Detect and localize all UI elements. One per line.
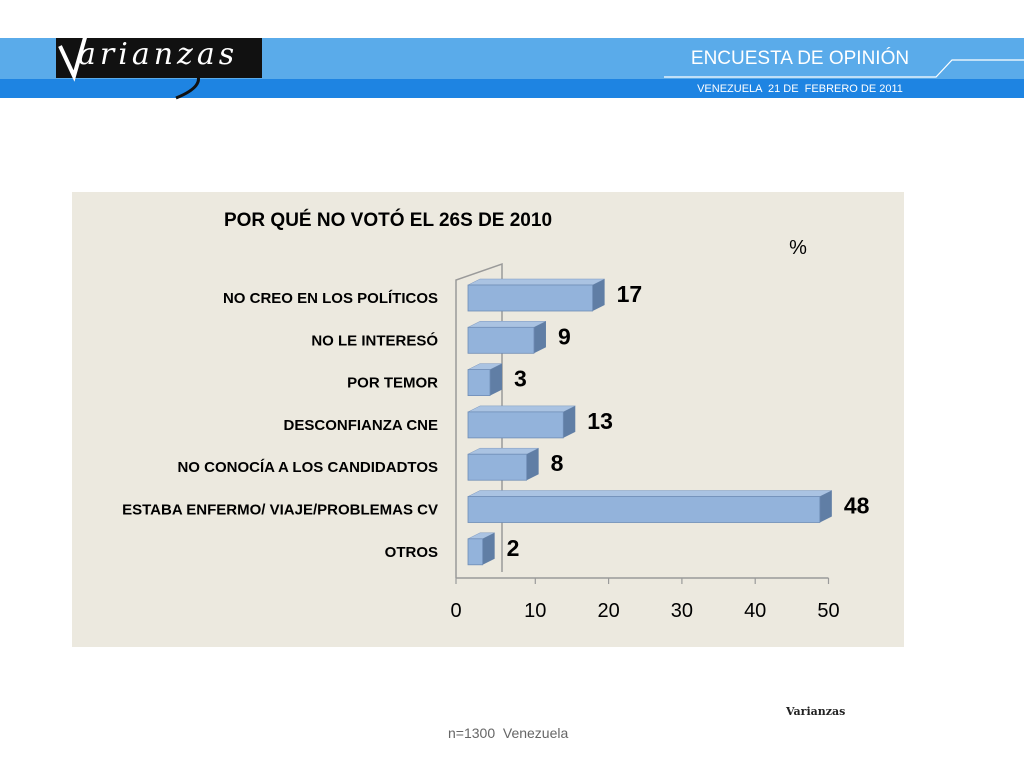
bar-top <box>467 278 605 286</box>
unit-label: % <box>789 237 807 259</box>
category-label: NO LE INTERESÓ <box>311 331 438 349</box>
bar <box>467 284 594 312</box>
bar <box>467 453 528 481</box>
chart-panel: POR QUÉ NO VOTÓ EL 26S DE 2010% 0 10 20 30 40… <box>72 192 904 647</box>
bar-side <box>592 279 605 311</box>
x-tick-label: 40 <box>744 600 766 622</box>
x-tick-label: 0 <box>450 600 461 622</box>
bar <box>467 411 564 439</box>
data-label: 17 <box>617 281 643 307</box>
data-label: 48 <box>844 493 870 519</box>
survey-title: ENCUESTA DE OPINIÓN <box>690 48 910 69</box>
footer-brand: Varianzas <box>786 705 846 718</box>
data-label: 13 <box>587 408 613 434</box>
bar-side <box>526 448 539 481</box>
logo-v-mark-icon <box>58 38 200 100</box>
bar-side <box>489 363 502 396</box>
category-label: ESTABA ENFERMO/ VIAJE/PROBLEMAS CV <box>122 502 438 519</box>
category-label: DESCONFIANZA CNE <box>284 417 438 434</box>
category-label: OTROS <box>385 544 438 561</box>
bar-top <box>467 490 832 497</box>
bar-top <box>467 321 547 328</box>
x-tick-label: 20 <box>597 600 619 622</box>
header-band-bottom <box>0 79 1024 98</box>
bar-side <box>563 405 576 438</box>
bar-top <box>467 405 576 413</box>
data-label: 8 <box>551 450 564 476</box>
category-label: NO CONOCÍA A LOS CANDIDADTOS <box>177 459 438 476</box>
bar <box>467 538 484 566</box>
data-label: 2 <box>507 535 520 561</box>
survey-date: VENEZUELA 21 DE FEBRERO DE 2011 <box>697 83 903 95</box>
bar-side <box>533 321 546 354</box>
bar-side <box>482 532 495 565</box>
bar-chart: POR QUÉ NO VOTÓ EL 26S DE 2010% 0 10 20 30 40… <box>122 209 870 622</box>
logo: arianzas <box>56 37 262 100</box>
data-label: 3 <box>514 366 527 392</box>
bar-top <box>467 447 539 455</box>
x-tick-label: 50 <box>817 600 839 622</box>
bar <box>467 326 535 354</box>
logo-text: arianzas <box>78 37 239 72</box>
data-label: 9 <box>558 323 571 349</box>
x-tick-label: 10 <box>524 600 546 622</box>
bar <box>467 496 821 523</box>
bar-side <box>819 490 832 523</box>
x-tick-label: 30 <box>671 600 693 622</box>
bar <box>467 369 491 397</box>
category-label: POR TEMOR <box>347 375 438 392</box>
chart-title: POR QUÉ NO VOTÓ EL 26S DE 2010 <box>224 209 552 231</box>
category-label: NO CREO EN LOS POLÍTICOS <box>223 290 438 307</box>
sample-note: n=1300 Venezuela <box>448 725 569 741</box>
header-decor-lines <box>664 59 1024 78</box>
